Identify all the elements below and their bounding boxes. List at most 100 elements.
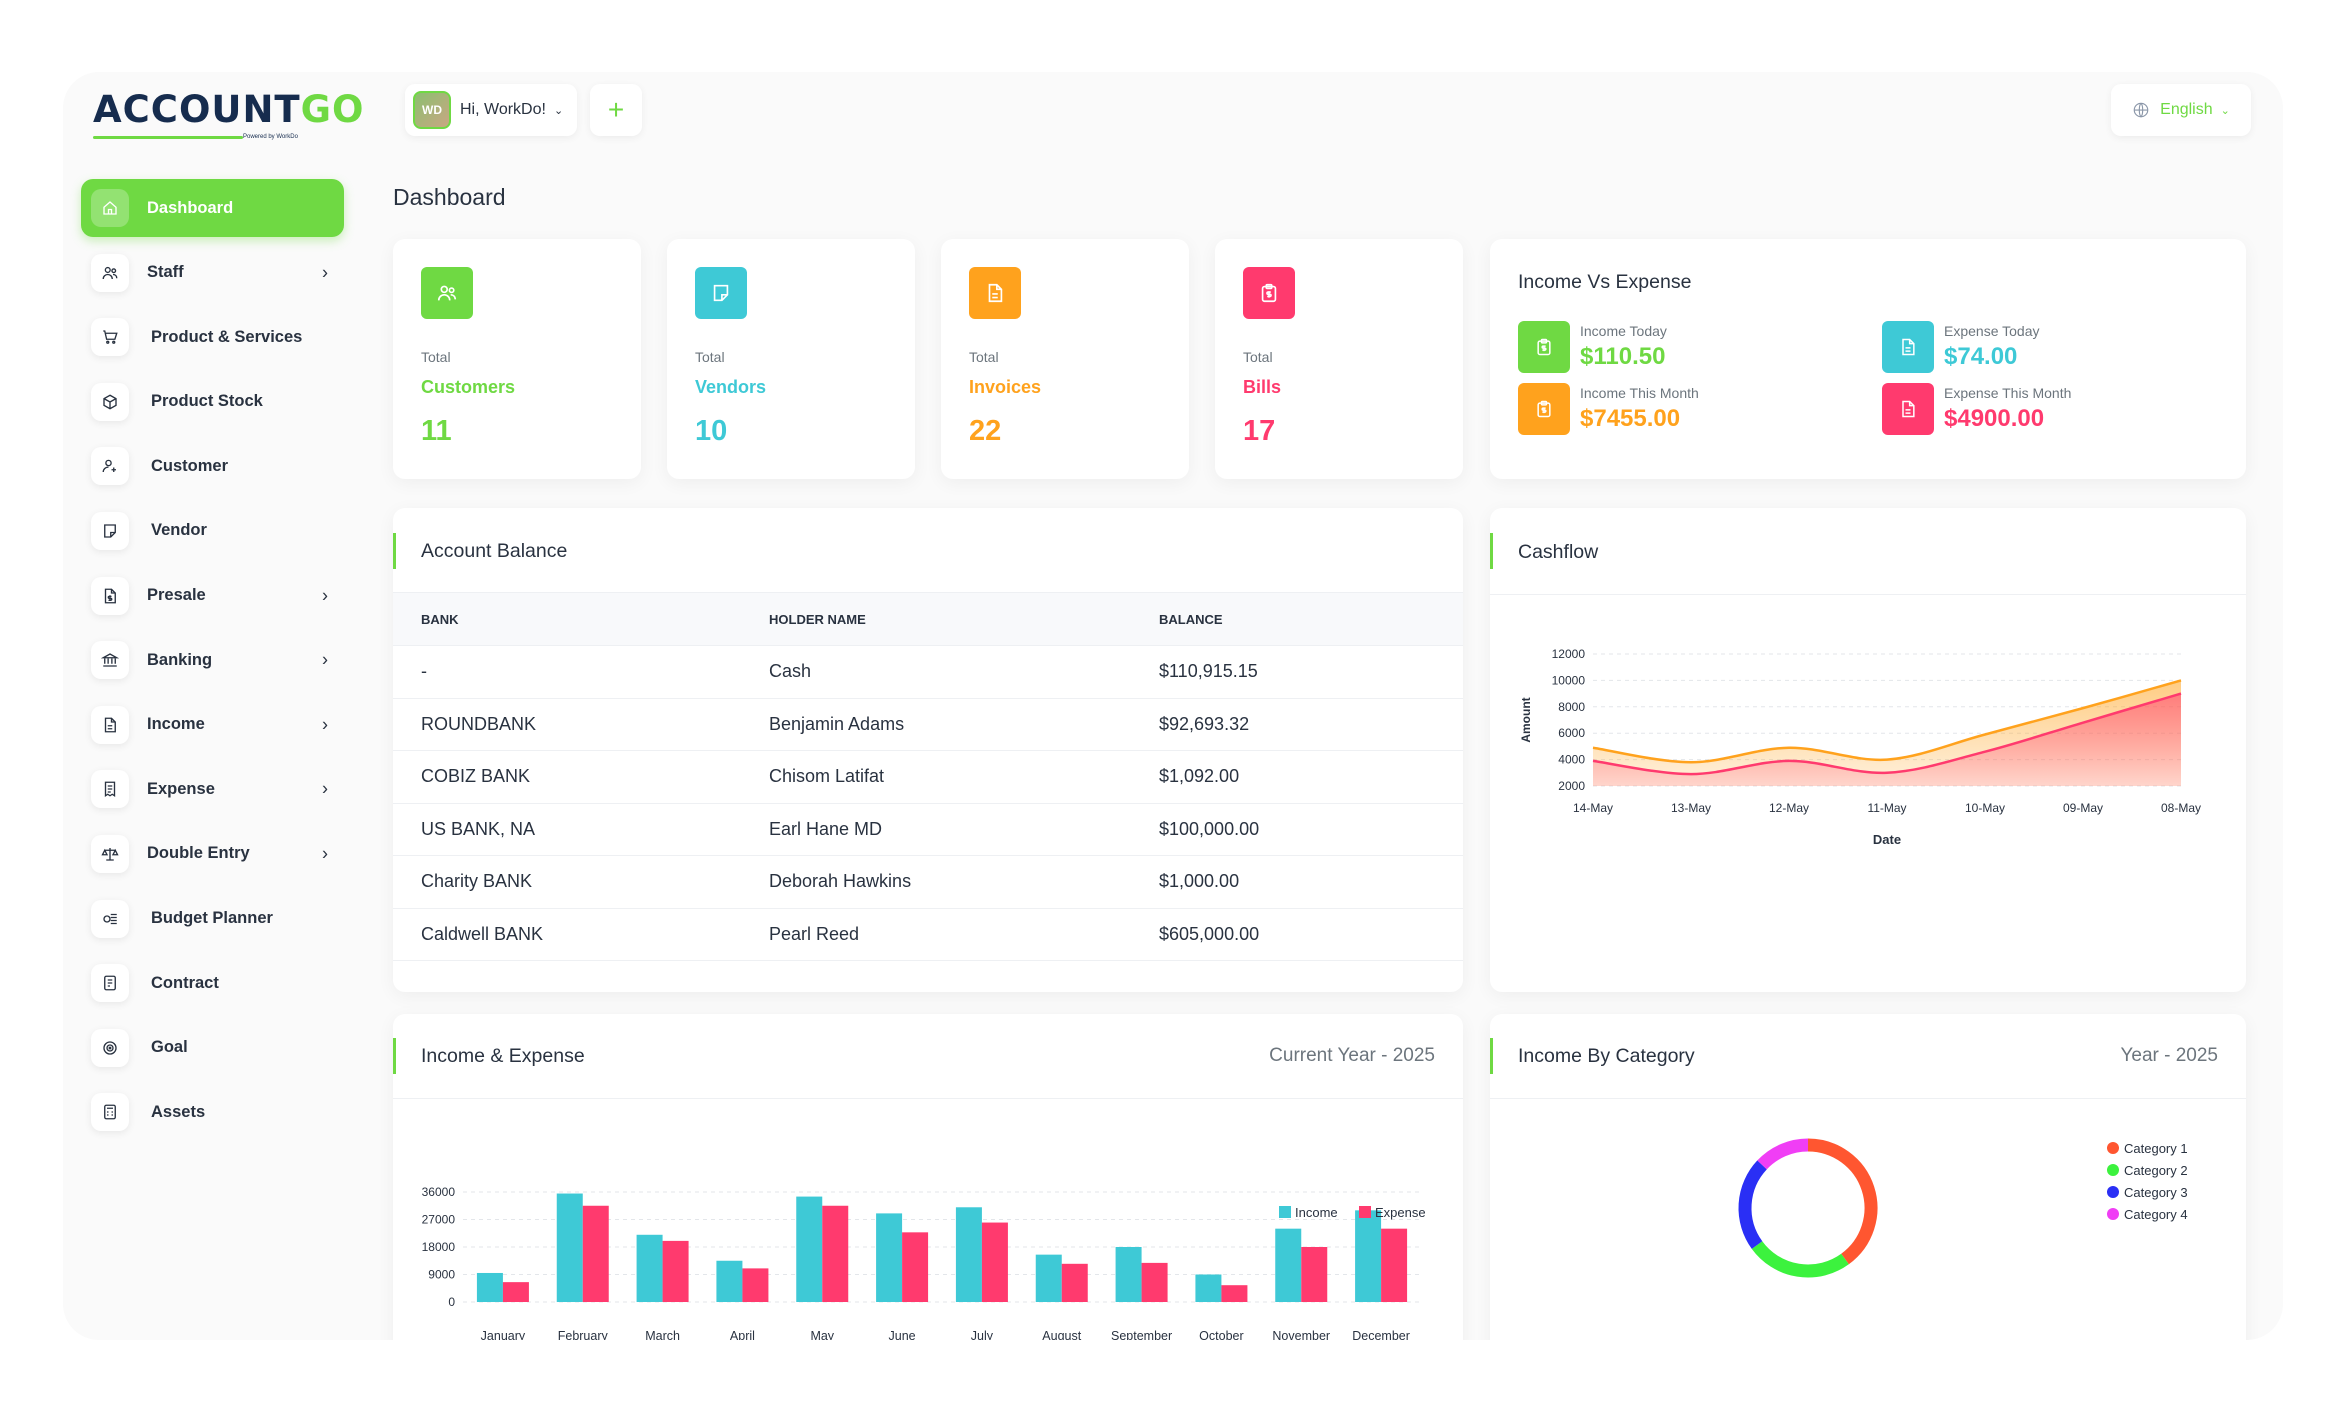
table-row[interactable]: Caldwell BANK Pearl Reed $605,000.00 [393,909,1463,961]
sidebar-item-assets[interactable]: Assets [81,1083,344,1141]
card-title: Income Vs Expense [1518,271,1692,293]
sidebar-item-product-services[interactable]: Product & Services [81,308,344,366]
sidebar-item-double-entry[interactable]: Double Entry › [81,825,344,883]
x-tick-label: March [645,1329,680,1340]
legend-swatch-expense [1359,1206,1371,1218]
stat-card-bills[interactable]: Total Bills 17 [1215,239,1463,479]
sidebar-item-label: Contract [151,973,219,992]
stat-card-customers[interactable]: Total Customers 11 [393,239,641,479]
legend-label: Category 4 [2124,1207,2188,1222]
stat-name: Invoices [969,377,1042,397]
stat-card-vendors[interactable]: Total Vendors 10 [667,239,915,479]
sidebar-item-banking[interactable]: Banking › [81,631,344,689]
income-expense-card: Income & Expense Current Year - 2025 0 90… [393,1014,1463,1340]
sidebar-item-label: Goal [151,1038,188,1057]
user-menu[interactable]: WD Hi, WorkDo! ⌄ [405,84,577,136]
stat-total-label: Total [969,349,999,365]
cell-bank: US BANK, NA [421,818,536,839]
donut-slice [1738,1160,1767,1249]
x-tick-label: September [1111,1329,1172,1340]
card-title: Income & Expense [421,1045,585,1067]
stat-name: Customers [421,377,516,397]
chevron-down-icon: ⌄ [2220,104,2230,117]
sidebar-item-customer[interactable]: Customer [81,437,344,495]
sidebar-item-label: Banking [147,650,213,669]
cell-bank: Charity BANK [421,871,533,892]
summary-value: $74.00 [1944,343,2018,370]
sidebar-item-staff[interactable]: Staff › [81,244,344,302]
summary-value: $4900.00 [1944,405,2045,432]
sidebar-item-dashboard[interactable]: Dashboard [81,179,344,237]
cell-balance: $1,000.00 [1159,871,1240,892]
legend-swatch [2107,1142,2119,1154]
avatar: WD [413,91,451,129]
table-row[interactable]: ROUNDBANK Benjamin Adams $92,693.32 [393,699,1463,751]
chevron-right-icon: › [322,585,328,606]
sidebar-item-goal[interactable]: Goal [81,1019,344,1077]
x-tick-label: 14-May [1573,801,1613,815]
y-axis-title: Amount [1519,697,1533,742]
brand-logo[interactable]: ACCOUNTGO Powered by WorkDo [93,82,363,152]
divider [393,1098,1463,1099]
sidebar-item-product-stock[interactable]: Product Stock [81,373,344,431]
file-icon [1882,383,1934,435]
sidebar-item-vendor[interactable]: Vendor [81,502,344,560]
title-accent [393,1038,396,1074]
sidebar-item-label: Income [147,715,205,734]
sidebar-item-contract[interactable]: Contract [81,954,344,1012]
x-tick-label: November [1272,1329,1330,1340]
column-header-bank[interactable]: BANK [421,611,459,627]
language-selector[interactable]: English ⌄ [2111,84,2251,136]
series-area-expense [1593,693,2181,786]
stat-name: Bills [1243,377,1282,397]
bar-expense [822,1205,849,1302]
bar-income [1115,1247,1142,1302]
stat-count: 11 [421,415,452,447]
add-button[interactable]: + [590,84,642,136]
x-tick-label: July [971,1329,994,1340]
stat-count: 17 [1243,415,1276,447]
income-vs-expense-card: Income Vs Expense Income Today $110.50 Exp… [1490,239,2246,479]
table-row[interactable]: COBIZ BANK Chisom Latifat $1,092.00 [393,751,1463,804]
x-tick-label: 10-May [1965,801,2005,815]
column-header-holder[interactable]: HOLDER NAME [769,611,866,627]
summary-label: Income This Month [1580,385,1699,401]
title-accent [1490,1038,1493,1074]
note-icon [91,511,129,550]
bar-expense [981,1222,1008,1302]
x-tick-label: February [558,1329,609,1340]
sidebar-item-label: Product Stock [151,392,263,411]
table-row[interactable]: Charity BANK Deborah Hawkins $1,000.00 [393,856,1463,909]
column-header-balance[interactable]: BALANCE [1159,611,1223,627]
table-row[interactable]: - Cash $110,915.15 [393,646,1463,699]
cashflow-card: Cashflow 2000 4000 6000 8000 10000 12000 14-Ma… [1490,508,2246,992]
sidebar-item-presale[interactable]: Presale › [81,567,344,625]
stat-count: 22 [969,415,1002,447]
summary-value: $7455.00 [1580,405,1681,432]
stat-total-label: Total [1243,349,1273,365]
income-expense-chart: 0 9000 18000 27000 36000 January February March… [422,1185,1426,1340]
y-tick-label: 10000 [1552,673,1586,687]
cell-holder: Pearl Reed [769,923,860,944]
logo-underline [93,136,243,139]
chevron-right-icon: › [322,649,328,670]
bar-income [1035,1254,1062,1302]
bar-income [1275,1228,1302,1302]
table-row[interactable]: US BANK, NA Earl Hane MD $100,000.00 [393,804,1463,856]
summary-value: $110.50 [1580,343,1666,370]
cell-balance: $110,915.15 [1159,661,1258,682]
stat-total-label: Total [421,349,451,365]
sidebar-item-income[interactable]: Income › [81,696,344,754]
sidebar-item-budget-planner[interactable]: Budget Planner [81,890,344,948]
stat-total-label: Total [695,349,725,365]
legend-swatch [2107,1164,2119,1176]
sidebar-item-expense[interactable]: Expense › [81,760,344,818]
bank-icon [91,641,129,680]
bar-expense [902,1232,929,1302]
card-title: Account Balance [421,540,568,562]
y-tick-label: 2000 [1558,779,1585,793]
x-tick-label: 09-May [2063,801,2103,815]
stat-card-invoices[interactable]: Total Invoices 22 [941,239,1189,479]
divider [1490,1098,2246,1099]
y-tick-label: 18000 [422,1240,456,1254]
